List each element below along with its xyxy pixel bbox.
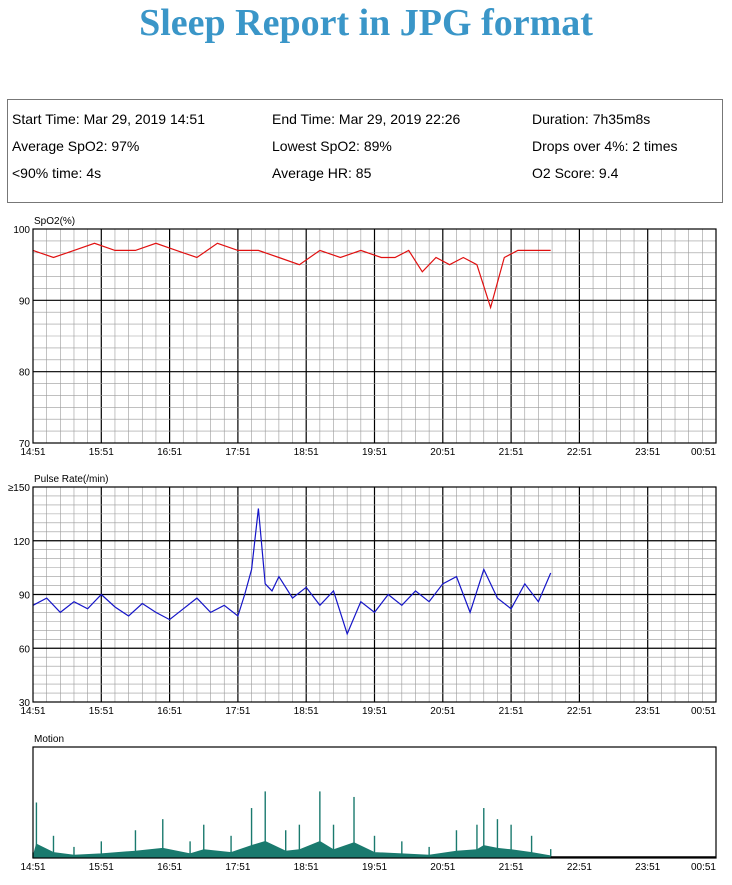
chart-title: Motion (34, 734, 64, 745)
drops-over-4: Drops over 4%: 2 times (532, 138, 678, 154)
x-tick-label: 19:51 (362, 706, 387, 717)
motion-area (32, 840, 552, 859)
duration: Duration: 7h35m8s (532, 111, 651, 127)
x-tick-label: 15:51 (89, 447, 114, 458)
summary-box: Start Time: Mar 29, 2019 14:51 End Time:… (7, 99, 723, 203)
chart-frame (32, 228, 717, 444)
spo2-line (32, 242, 551, 310)
y-tick-label: 100 (13, 225, 30, 236)
x-tick-label: 19:51 (362, 447, 387, 458)
x-tick-label: 16:51 (157, 706, 182, 717)
x-tick-label: 19:51 (362, 862, 387, 873)
end-time: End Time: Mar 29, 2019 22:26 (272, 111, 461, 127)
x-tick-label: 22:51 (567, 862, 592, 873)
x-tick-label: 21:51 (499, 862, 524, 873)
x-tick-label: 00:51 (691, 706, 716, 717)
y-tick-label: 90 (19, 591, 31, 602)
y-tick-label: 30 (19, 698, 31, 709)
x-tick-label: 16:51 (157, 447, 182, 458)
lowest-spo2: Lowest SpO2: 89% (272, 138, 392, 154)
x-tick-label: 17:51 (225, 862, 250, 873)
x-tick-label: 20:51 (430, 862, 455, 873)
x-tick-label: 21:51 (499, 706, 524, 717)
x-tick-label: 18:51 (294, 706, 319, 717)
x-tick-label: 15:51 (89, 706, 114, 717)
o2-score: O2 Score: 9.4 (532, 165, 619, 181)
x-tick-label: 22:51 (567, 706, 592, 717)
y-tick-label: 60 (19, 644, 31, 655)
x-tick-label: 17:51 (225, 706, 250, 717)
y-tick-label: 70 (19, 439, 31, 450)
y-tick-label: 80 (19, 368, 31, 379)
x-tick-label: 20:51 (430, 447, 455, 458)
x-tick-label: 23:51 (635, 862, 660, 873)
y-tick-label: 90 (19, 296, 31, 307)
report-title: Sleep Report in JPG format (139, 2, 593, 44)
x-tick-label: 18:51 (294, 862, 319, 873)
x-tick-label: 15:51 (89, 862, 114, 873)
average-spo2: Average SpO2: 97% (12, 138, 140, 154)
x-tick-label: 00:51 (691, 447, 716, 458)
chart-title: SpO2(%) (34, 216, 75, 227)
x-tick-label: 17:51 (225, 447, 250, 458)
x-tick-label: 21:51 (499, 447, 524, 458)
x-tick-label: 20:51 (430, 706, 455, 717)
chart-frame (32, 486, 717, 703)
pulse-line (32, 508, 552, 636)
x-tick-label: 14:51 (20, 706, 45, 717)
x-tick-label: 23:51 (635, 447, 660, 458)
chart-frame (32, 746, 717, 859)
x-tick-label: 18:51 (294, 447, 319, 458)
y-tick-label: 120 (13, 537, 30, 548)
chart-title: Pulse Rate(/min) (34, 474, 108, 485)
x-tick-label: 16:51 (157, 862, 182, 873)
x-tick-label: 00:51 (691, 862, 716, 873)
x-tick-label: 23:51 (635, 706, 660, 717)
x-tick-label: 14:51 (20, 447, 45, 458)
x-tick-label: 14:51 (20, 862, 45, 873)
below-90-time: <90% time: 4s (12, 165, 102, 181)
y-tick-label: ≥150 (8, 483, 31, 494)
start-time: Start Time: Mar 29, 2019 14:51 (12, 111, 205, 127)
x-tick-label: 22:51 (567, 447, 592, 458)
average-hr: Average HR: 85 (272, 165, 372, 181)
